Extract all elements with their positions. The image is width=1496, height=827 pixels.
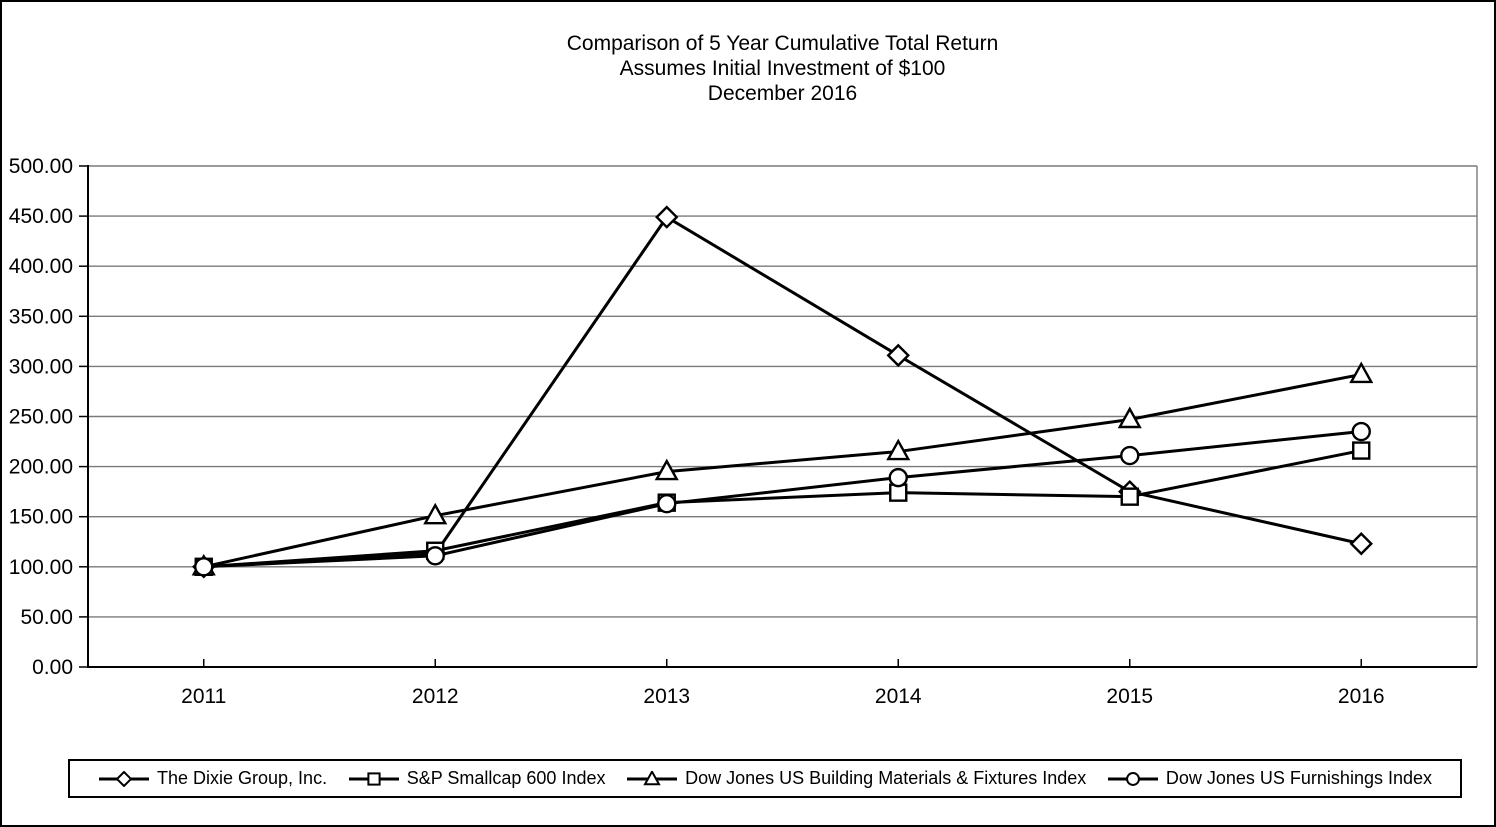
square-marker-icon xyxy=(348,771,399,786)
chart-title: Comparison of 5 Year Cumulative Total Re… xyxy=(88,31,1477,106)
chart-title-line1: Comparison of 5 Year Cumulative Total Re… xyxy=(566,32,999,55)
chart-title-line3: December 2016 xyxy=(707,82,858,105)
triangle-marker-icon xyxy=(1349,361,1374,384)
gridlines xyxy=(88,165,1478,667)
y-axis-labels: 0.00 50.00 100.00 150.00 200.00 250.00 300.00 3… xyxy=(9,155,73,679)
series-line xyxy=(203,430,1362,569)
x-tick-label: 2012 xyxy=(412,685,459,708)
y-tick-label: 250.00 xyxy=(9,406,73,429)
diamond-marker-icon xyxy=(886,343,910,368)
series-line xyxy=(203,449,1362,569)
triangle-marker-icon xyxy=(654,458,679,481)
x-tick-label: 2014 xyxy=(875,685,922,708)
y-tick-label: 300.00 xyxy=(9,355,73,378)
square-marker-icon xyxy=(367,771,381,786)
y-tick-label: 0.00 xyxy=(32,656,73,679)
series-the-dixie-group-inc xyxy=(192,205,1373,579)
diamond-marker-icon xyxy=(115,770,133,787)
series-line xyxy=(203,215,1362,569)
legend-item: Dow Jones US Furnishings Index xyxy=(1107,768,1432,789)
circle-marker-icon xyxy=(1120,445,1140,466)
legend-item-label: Dow Jones US Building Materials & Fixtur… xyxy=(685,768,1087,788)
legend-item: S&P Smallcap 600 Index xyxy=(348,768,606,789)
series-line xyxy=(203,372,1362,569)
triangle-marker-icon xyxy=(1117,406,1142,429)
circle-marker-icon xyxy=(888,467,908,488)
x-tick-label: 2011 xyxy=(181,685,226,708)
y-tick-label: 50.00 xyxy=(20,606,73,629)
circle-marker-icon xyxy=(194,557,214,577)
circle-marker-icon xyxy=(1351,421,1371,442)
series-dow-jones-us-building-materials-fixtures-index xyxy=(191,361,1374,576)
square-marker-icon xyxy=(1352,441,1371,460)
chart-legend: The Dixie Group, Inc. S&P Smallcap 600 In… xyxy=(68,759,1462,798)
circle-marker-icon xyxy=(1107,771,1158,786)
y-tick-label: 450.00 xyxy=(9,205,73,228)
diamond-marker-icon xyxy=(99,770,149,787)
y-tick-label: 350.00 xyxy=(9,305,73,328)
y-tick-label: 500.00 xyxy=(9,155,73,178)
triangle-marker-icon xyxy=(886,438,911,461)
legend-item-label: Dow Jones US Furnishings Index xyxy=(1165,768,1432,788)
x-tick-label: 2013 xyxy=(643,685,690,708)
x-tick-label: 2015 xyxy=(1106,685,1153,708)
legend-item-label: S&P Smallcap 600 Index xyxy=(406,768,606,788)
triangle-marker-icon xyxy=(643,770,661,785)
circle-marker-icon xyxy=(657,493,677,514)
y-tick-label: 150.00 xyxy=(9,506,73,529)
diamond-marker-icon xyxy=(1349,532,1373,556)
legend-item: The Dixie Group, Inc. xyxy=(98,768,327,789)
diamond-marker-icon xyxy=(655,205,679,229)
x-axis-labels: 2011 2012 2013 2014 2015 2016 xyxy=(181,685,1384,708)
y-tick-label: 200.00 xyxy=(9,456,73,479)
y-tick-label: 100.00 xyxy=(9,556,73,579)
y-tick-label: 400.00 xyxy=(9,255,73,278)
series-dow-jones-us-furnishings-index xyxy=(194,421,1371,577)
triangle-marker-icon xyxy=(423,502,448,525)
circle-marker-icon xyxy=(1125,771,1140,786)
axes xyxy=(79,165,1477,668)
legend-item-label: The Dixie Group, Inc. xyxy=(157,768,328,788)
chart-title-line2: Assumes Initial Investment of $100 xyxy=(619,57,946,80)
triangle-marker-icon xyxy=(627,770,678,785)
square-marker-icon xyxy=(1120,487,1139,506)
legend-item: Dow Jones US Building Materials & Fixtur… xyxy=(626,768,1086,789)
circle-marker-icon xyxy=(425,546,445,566)
x-tick-label: 2016 xyxy=(1338,685,1385,708)
